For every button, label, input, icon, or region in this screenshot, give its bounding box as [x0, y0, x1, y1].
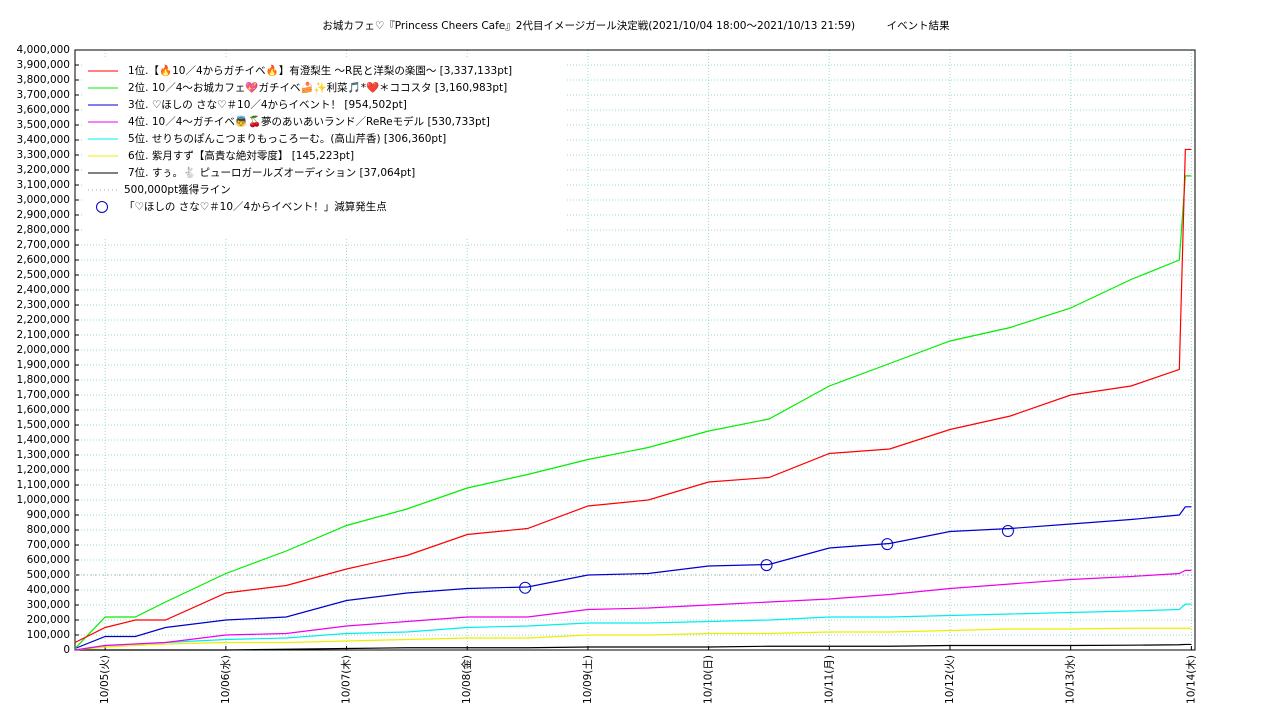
- y-tick-label: 1,500,000: [17, 419, 70, 431]
- series-line: [74, 627, 1192, 651]
- x-tick-label: 10/12(火): [944, 655, 956, 704]
- legend-label: 「♡ほしの さな♡＃10／4からイベント！」減算発生点: [124, 200, 387, 213]
- y-tick-label: 1,300,000: [17, 449, 70, 461]
- x-tick-label: 10/07(木): [341, 655, 353, 704]
- y-tick-label: 2,200,000: [17, 314, 70, 326]
- marker: [519, 581, 532, 594]
- series-line: [74, 506, 1192, 650]
- y-tick-label: 2,100,000: [17, 329, 70, 341]
- y-tick-label: 600,000: [27, 554, 70, 566]
- series-line: [74, 569, 1192, 651]
- y-tick-label: 3,300,000: [17, 149, 70, 161]
- y-tick-label: 3,600,000: [17, 104, 70, 116]
- legend-label: 6位. 紫月すず【高貴な絶対零度】 [145,223pt]: [128, 149, 354, 162]
- y-tick-label: 2,900,000: [17, 209, 70, 221]
- y-tick-label: 1,600,000: [17, 404, 70, 416]
- y-tick-label: 3,100,000: [17, 179, 70, 191]
- y-tick-label: 2,400,000: [17, 284, 70, 296]
- y-tick-label: 1,900,000: [17, 359, 70, 371]
- legend-label: 7位. すぅ。🐇 ピューロガールズオーディション [37,064pt]: [128, 166, 415, 179]
- plot-frame: [74, 49, 1196, 651]
- y-tick-label: 1,100,000: [17, 479, 70, 491]
- x-tick-label: 10/06(水): [220, 655, 232, 704]
- y-tick-label: 2,500,000: [17, 269, 70, 281]
- y-tick-label: 3,800,000: [17, 74, 70, 86]
- legend-label: 500,000pt獲得ライン: [124, 183, 231, 196]
- y-tick-label: 1,200,000: [17, 464, 70, 476]
- y-tick-label: 2,300,000: [17, 299, 70, 311]
- x-tick-label: 10/10(日): [703, 655, 715, 704]
- legend-label: 1位.【🔥10／4からガチイベ🔥】有澄梨生 〜R民と洋梨の楽園〜 [3,337,…: [128, 64, 512, 77]
- y-tick-label: 3,500,000: [17, 119, 70, 131]
- legend-label: 2位. 10／4〜お城カフェ💖ガチイベ🍰✨利菜🎵*❤️＊ココスタ [3,160,…: [128, 81, 507, 94]
- series-line: [75, 643, 1192, 651]
- x-tick-label: 10/09(土): [581, 655, 594, 704]
- marker: [1001, 525, 1014, 538]
- y-tick-label: 2,600,000: [17, 254, 70, 266]
- series-line: [74, 148, 1192, 644]
- y-tick-label: 800,000: [27, 524, 70, 536]
- y-tick-label: 3,000,000: [17, 194, 70, 206]
- y-tick-label: 0: [63, 644, 70, 656]
- legend-label: 4位. 10／4〜ガチイベ👼🍒夢のあいあいランド／ReReモデル [530,73…: [128, 115, 490, 128]
- y-tick-label: 4,000,000: [17, 44, 70, 56]
- y-tick-label: 1,800,000: [17, 374, 70, 386]
- y-tick-label: 700,000: [27, 539, 70, 551]
- y-tick-label: 2,000,000: [17, 344, 70, 356]
- x-tick-label: 10/11(月): [823, 655, 835, 704]
- x-tick-label: 10/08(金): [460, 655, 473, 704]
- legend-label: 3位. ♡ほしの さな♡＃10／4からイベント！ [954,502pt]: [128, 98, 407, 111]
- y-tick-label: 900,000: [27, 509, 70, 521]
- y-tick-label: 3,900,000: [17, 59, 70, 71]
- y-tick-label: 200,000: [27, 614, 70, 626]
- marker: [760, 559, 773, 572]
- y-tick-label: 1,700,000: [17, 389, 70, 401]
- y-tick-label: 1,400,000: [17, 434, 70, 446]
- y-tick-label: 3,400,000: [17, 134, 70, 146]
- legend-swatch: [96, 201, 108, 213]
- legend-box: [82, 57, 565, 238]
- chart-title: お城カフェ♡『Princess Cheers Cafe』2代目イメージガール決定…: [322, 19, 950, 32]
- series-line: [74, 603, 1192, 651]
- y-tick-label: 2,700,000: [17, 239, 70, 251]
- x-tick-label: 10/13(水): [1065, 655, 1077, 704]
- y-tick-label: 500,000: [27, 569, 70, 581]
- y-tick-label: 3,200,000: [17, 164, 70, 176]
- y-tick-label: 300,000: [27, 599, 70, 611]
- y-tick-label: 3,700,000: [17, 89, 70, 101]
- y-tick-label: 400,000: [27, 584, 70, 596]
- y-tick-label: 100,000: [27, 629, 70, 641]
- marker: [881, 538, 894, 551]
- x-tick-label: 10/14(木): [1185, 655, 1197, 704]
- x-tick-label: 10/05(火): [99, 655, 111, 704]
- y-tick-label: 1,000,000: [17, 494, 70, 506]
- legend-label: 5位. せりちのぽんこつまりもっころーむ。(高山芹香) [306,360pt]: [128, 132, 446, 145]
- y-tick-label: 2,800,000: [17, 224, 70, 236]
- series-line: [74, 175, 1192, 649]
